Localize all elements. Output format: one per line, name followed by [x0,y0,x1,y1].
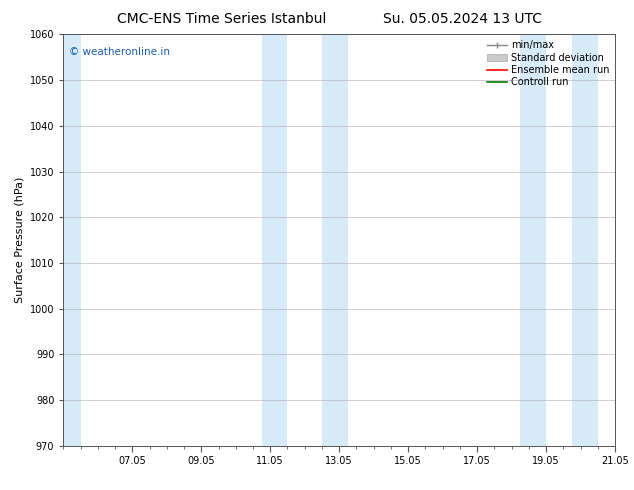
Bar [322,34,348,446]
Bar [572,34,598,446]
Bar [63,34,81,446]
Text: CMC-ENS Time Series Istanbul: CMC-ENS Time Series Istanbul [117,12,327,26]
Text: © weatheronline.in: © weatheronline.in [69,47,170,57]
Legend: min/max, Standard deviation, Ensemble mean run, Controll run: min/max, Standard deviation, Ensemble me… [484,37,612,90]
Bar [262,34,287,446]
Text: Su. 05.05.2024 13 UTC: Su. 05.05.2024 13 UTC [384,12,542,26]
Y-axis label: Surface Pressure (hPa): Surface Pressure (hPa) [14,177,24,303]
Bar [520,34,546,446]
